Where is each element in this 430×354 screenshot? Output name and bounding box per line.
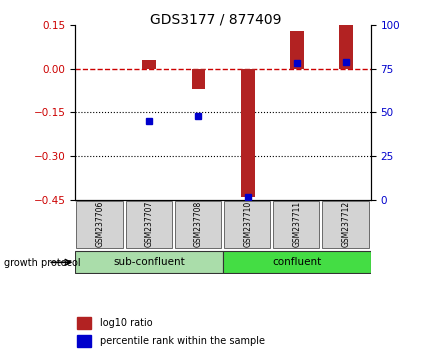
Bar [142, 60, 156, 69]
Text: GSM237708: GSM237708 [194, 201, 203, 247]
Text: GSM237710: GSM237710 [243, 201, 252, 247]
Text: growth protocol: growth protocol [4, 258, 81, 268]
Text: GDS3177 / 877409: GDS3177 / 877409 [149, 12, 281, 27]
FancyBboxPatch shape [223, 251, 370, 273]
FancyBboxPatch shape [76, 201, 123, 248]
Text: GSM237707: GSM237707 [144, 201, 154, 247]
FancyBboxPatch shape [322, 201, 368, 248]
Text: GSM237706: GSM237706 [95, 201, 104, 247]
Bar [77, 317, 90, 329]
Text: GSM237712: GSM237712 [341, 201, 350, 247]
FancyBboxPatch shape [125, 201, 172, 248]
FancyBboxPatch shape [175, 201, 221, 248]
Text: confluent: confluent [272, 257, 321, 267]
Text: percentile rank within the sample: percentile rank within the sample [100, 336, 264, 346]
FancyBboxPatch shape [273, 201, 319, 248]
Text: sub-confluent: sub-confluent [113, 257, 184, 267]
Bar [240, 69, 254, 197]
Bar [289, 31, 303, 69]
Text: log10 ratio: log10 ratio [100, 318, 152, 328]
FancyBboxPatch shape [75, 251, 223, 273]
Bar [338, 25, 352, 69]
Bar [77, 335, 90, 347]
Bar [191, 69, 205, 89]
Text: GSM237711: GSM237711 [292, 201, 301, 247]
FancyBboxPatch shape [224, 201, 270, 248]
